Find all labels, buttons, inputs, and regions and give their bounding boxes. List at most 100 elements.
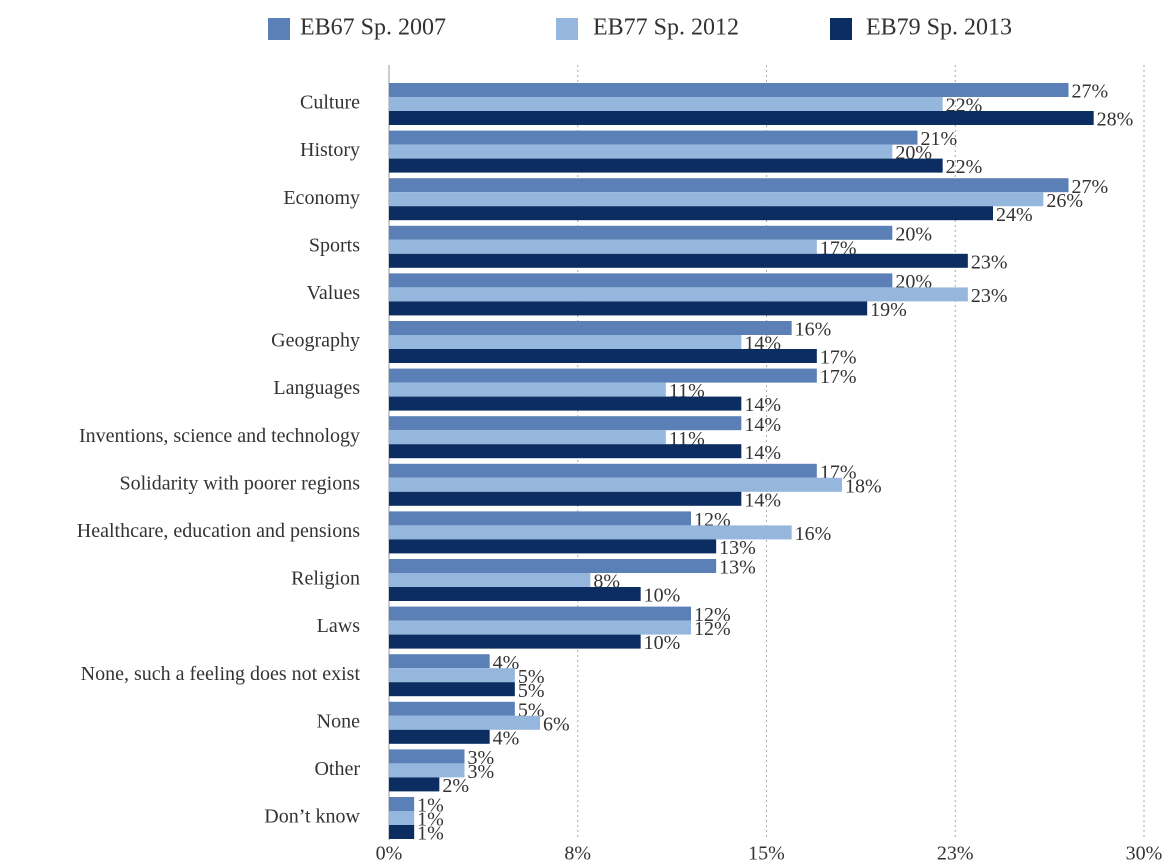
bar [389,321,792,335]
y-tick-label: Languages [273,377,360,399]
bar [389,287,968,302]
bar [389,239,817,254]
x-tick-label: 0% [376,843,403,865]
value-label: 1% [417,809,444,831]
value-label: 4% [493,727,520,749]
legend-swatch [830,18,852,40]
bar [389,668,515,683]
bar [389,811,415,825]
bar [389,620,691,635]
value-label: 18% [845,475,882,497]
legend-label: EB77 Sp. 2012 [593,15,739,41]
bar [389,539,717,554]
value-label: 1% [417,795,444,817]
bar [389,444,742,459]
value-label: 13% [719,537,756,559]
y-tick-label: Values [307,282,361,304]
y-tick-label: Other [314,758,360,780]
y-tick-label: Laws [317,615,361,637]
bar [389,416,742,431]
value-label: 3% [468,761,495,783]
value-label: 24% [996,204,1033,226]
value-label: 26% [1046,190,1083,212]
bar [389,525,792,540]
value-label: 19% [870,299,907,321]
y-tick-label: None [317,710,360,732]
bar [389,382,666,397]
bar [389,701,515,716]
bar [389,491,742,506]
value-label: 27% [1072,176,1109,198]
bar [389,715,540,730]
y-tick-label: Inventions, science and technology [79,425,360,447]
value-label: 16% [795,523,832,545]
y-tick-label: Economy [283,187,360,209]
bar [389,368,817,383]
x-tick-label: 23% [937,843,974,865]
bar [389,144,893,159]
bar [389,83,1069,97]
bar [389,749,465,764]
legend-label: EB79 Sp. 2013 [866,15,1012,41]
value-label: 23% [971,251,1008,273]
y-tick-label: None, such a feeling does not exist [81,663,361,685]
value-label: 17% [820,366,857,388]
value-label: 23% [971,285,1008,307]
value-label: 20% [895,223,932,245]
value-label: 27% [1072,81,1109,103]
value-label: 10% [644,585,681,607]
bar [389,430,666,445]
value-label: 21% [921,128,958,150]
bar [389,559,717,573]
bar [389,192,1044,207]
x-tick-label: 30% [1126,843,1163,865]
value-label: 14% [744,489,781,511]
bar [389,349,817,363]
value-label: 16% [795,319,832,341]
value-label: 12% [694,604,731,626]
value-label: 2% [442,775,469,797]
bar [389,335,742,349]
value-label: 1% [417,823,444,845]
legend-swatch [556,18,578,40]
bar [389,158,943,173]
bar [389,587,641,601]
y-tick-label: Solidarity with poorer regions [119,472,360,494]
value-label: 10% [644,632,681,654]
value-label: 17% [820,347,857,369]
bar [389,634,641,649]
bar [389,301,868,316]
bar [389,253,968,268]
y-tick-label: History [300,139,360,161]
bar [389,729,490,744]
bar [389,825,415,839]
bar [389,111,1094,125]
y-tick-label: Healthcare, education and pensions [77,520,360,542]
value-label: 13% [719,557,756,579]
bar [389,225,893,240]
x-tick-label: 15% [748,843,785,865]
legend-swatch [268,18,290,40]
bar [389,130,918,145]
y-tick-label: Religion [291,568,360,590]
bar [389,206,993,221]
bar [389,777,440,792]
bar [389,654,490,669]
x-tick-label: 8% [564,843,591,865]
bar [389,273,893,288]
value-label: 14% [744,414,781,436]
value-label: 14% [744,442,781,464]
bar [389,511,691,526]
value-label: 14% [744,394,781,416]
y-tick-label: Don’t know [264,806,360,828]
value-label: 3% [468,747,495,769]
bar [389,573,591,587]
y-tick-label: Geography [271,330,360,352]
bar [389,97,943,111]
bar [389,606,691,621]
legend-label: EB67 Sp. 2007 [300,15,446,41]
y-tick-label: Sports [309,234,360,256]
bar [389,477,842,492]
bar [389,463,817,478]
